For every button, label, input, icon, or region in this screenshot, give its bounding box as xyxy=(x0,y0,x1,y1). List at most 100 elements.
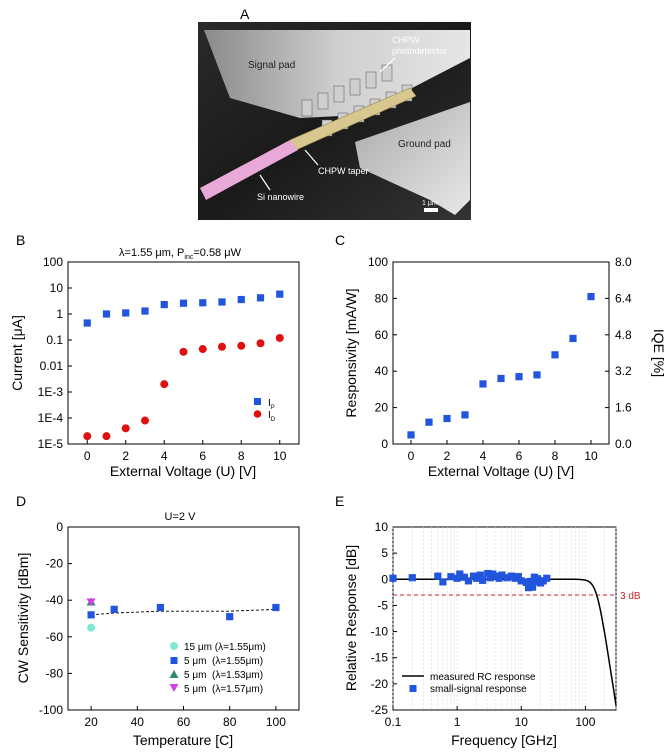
point-d-s1 xyxy=(272,603,280,612)
ytick-label: 0 xyxy=(381,437,388,451)
point-c xyxy=(479,380,487,388)
ground-pad-shape xyxy=(355,102,470,215)
point-e xyxy=(507,572,515,580)
panel-d-points xyxy=(86,597,280,632)
point-e xyxy=(453,574,461,582)
xtick-label: 80 xyxy=(223,715,237,729)
xtick-label: 2 xyxy=(444,449,451,463)
xtick-label: 40 xyxy=(131,715,145,729)
ytick-label: -60 xyxy=(46,630,64,644)
point-b-s1 xyxy=(102,432,111,441)
panel-e-letter: E xyxy=(335,493,344,509)
legend-d-s4-label: 5 μm (λ=1.57μm) xyxy=(184,684,263,695)
point-c xyxy=(515,373,523,381)
ytick-label: 3.2 xyxy=(615,364,632,378)
ytick-label: -100 xyxy=(39,703,63,717)
ytick-label: -15 xyxy=(371,651,389,665)
ytick-label: -20 xyxy=(371,677,389,691)
point-e xyxy=(476,571,484,579)
point-c xyxy=(461,411,469,419)
xtick-label: 1 xyxy=(454,715,461,729)
label-chpw-taper: CHPW taper xyxy=(318,166,369,176)
point-b-s1 xyxy=(198,345,207,354)
xtick-label: 8 xyxy=(238,449,245,463)
point-c xyxy=(497,374,505,383)
point-b-s1 xyxy=(83,432,92,441)
ytick-label: 10 xyxy=(50,281,64,295)
point-b-s1 xyxy=(256,339,265,348)
point-b-s0 xyxy=(83,319,91,327)
ytick-label: 60 xyxy=(375,328,389,342)
xtick-label: 10 xyxy=(273,449,287,463)
ytick-label: -25 xyxy=(371,703,389,717)
point-b-s0 xyxy=(141,307,149,315)
panel-e-plot-frame xyxy=(392,526,617,711)
legend-b-id-marker xyxy=(253,410,262,418)
point-e xyxy=(439,578,447,586)
panel-c-yticks-right: 0.0 1.6 3.2 4.8 6.4 8.0 xyxy=(605,255,632,451)
ytick-label: 80 xyxy=(375,291,389,305)
ytick-label: 8.0 xyxy=(615,255,632,269)
panel-b-xticks: 0 2 4 6 8 10 xyxy=(84,440,287,463)
legend-d-s1-marker xyxy=(170,642,178,650)
panel-b-letter: B xyxy=(16,232,25,248)
point-b-s0 xyxy=(199,299,207,307)
point-e xyxy=(498,571,506,579)
point-e xyxy=(524,584,533,592)
point-b-s1 xyxy=(141,416,149,425)
ytick-label: -10 xyxy=(371,625,389,639)
point-e xyxy=(528,583,537,591)
point-e xyxy=(486,574,494,582)
ytick-label: -20 xyxy=(46,557,64,571)
point-c xyxy=(569,334,577,343)
ytick-label: -40 xyxy=(46,593,64,607)
point-e xyxy=(456,570,464,578)
point-d-s1 xyxy=(87,611,95,619)
point-e xyxy=(464,577,473,585)
panel-c-letter: C xyxy=(335,232,345,248)
scale-bar-label: 1 μm xyxy=(422,200,438,207)
panel-d: D U=2 V 0 -20 -40 -60 -80 -100 20 40 60 80 100 Te… xyxy=(15,493,300,748)
legend-b-ip-marker xyxy=(254,398,261,405)
xtick-label: 60 xyxy=(177,715,191,729)
ytick-label: 1E-5 xyxy=(38,437,64,451)
point-c xyxy=(425,418,433,426)
point-c xyxy=(533,371,541,379)
legend-d-s2-label: 5 μm (λ=1.55μm) xyxy=(184,656,263,667)
point-d-s1 xyxy=(226,613,234,621)
ytick-label: 0.1 xyxy=(46,333,63,347)
si-nanowire-shape xyxy=(200,140,298,200)
point-c xyxy=(587,292,595,301)
ytick-label: 100 xyxy=(368,255,388,269)
label-chpw-1: CHPW xyxy=(392,35,420,45)
point-e xyxy=(527,577,535,585)
panel-c-yticks: 0 20 40 60 80 100 xyxy=(368,255,397,451)
panel-d-yticks: 0 -20 -40 -60 -80 -100 xyxy=(39,520,72,717)
xtick-label: 0 xyxy=(408,449,415,463)
point-b-s0 xyxy=(102,310,111,318)
xtick-label: 4 xyxy=(161,449,168,463)
label-ground-pad: Ground pad xyxy=(398,139,451,150)
point-d-s1 xyxy=(110,605,118,613)
ytick-label: 0.01 xyxy=(40,359,64,373)
signal-pad-shape xyxy=(204,30,470,118)
panel-b-legend: IP ID xyxy=(253,398,276,423)
point-d-s1 xyxy=(156,603,164,612)
point-b-s1 xyxy=(160,380,169,389)
panel-d-xlabel: Temperature [C] xyxy=(133,732,233,748)
panel-c: C 0 20 40 60 80 100 0.0 1.6 3.2 4.8 6.4 8.0 0 2 4 6 8 1… xyxy=(335,232,665,479)
label-chpw-2: photodetector xyxy=(392,46,447,56)
point-e xyxy=(484,569,492,578)
panel-b-yticks: 100 10 1 0.1 0.01 1E-3 1E-4 1E-5 xyxy=(38,255,72,451)
ytick-label: 40 xyxy=(375,364,389,378)
point-e xyxy=(389,574,397,582)
legend-e-ss-label: small-signal response xyxy=(430,684,527,695)
ytick-label: 0.0 xyxy=(615,437,632,451)
panel-e-ylabel: Relative Response [dB] xyxy=(343,545,359,691)
legend-d-s1-label: 15 μm (λ=1.55μm) xyxy=(184,642,266,653)
point-e xyxy=(534,575,542,583)
point-b-s0 xyxy=(276,290,284,298)
panel-a: A xyxy=(198,6,471,220)
xtick-label: 6 xyxy=(516,449,523,463)
point-b-s0 xyxy=(218,298,226,306)
